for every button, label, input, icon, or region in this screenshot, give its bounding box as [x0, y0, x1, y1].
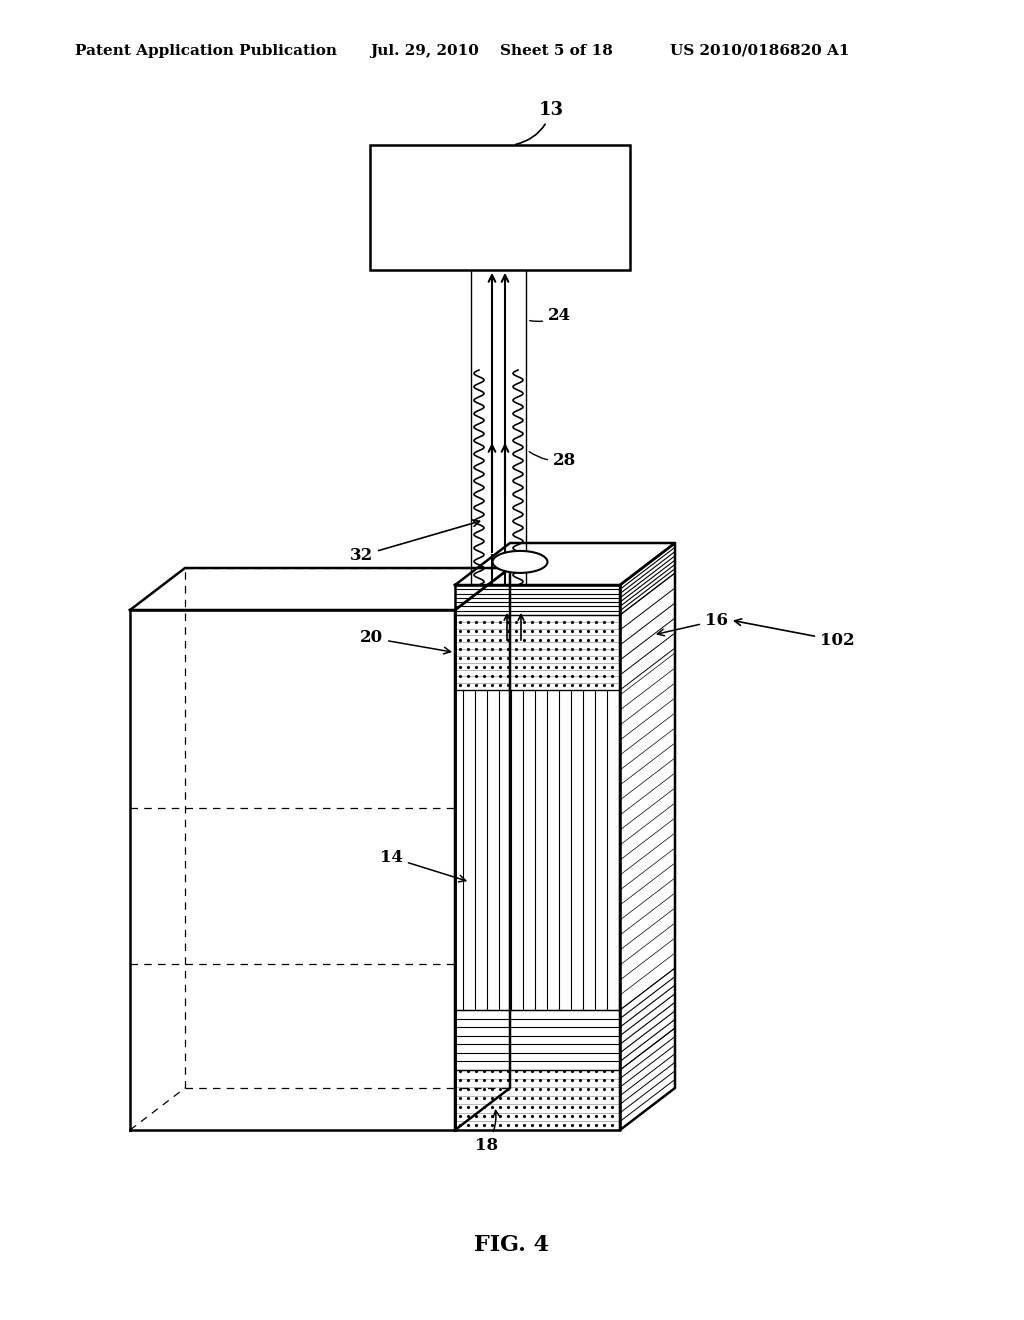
Text: FIG. 4: FIG. 4: [474, 1234, 550, 1257]
Text: 102: 102: [734, 619, 855, 649]
Text: 32: 32: [350, 520, 479, 564]
Ellipse shape: [493, 550, 548, 573]
Bar: [370, 145, 630, 271]
Text: 24: 24: [529, 308, 571, 323]
Text: US 2010/0186820 A1: US 2010/0186820 A1: [670, 44, 850, 58]
Text: 13: 13: [516, 102, 564, 144]
Text: Patent Application Publication: Patent Application Publication: [75, 44, 337, 58]
Text: Jul. 29, 2010: Jul. 29, 2010: [370, 44, 479, 58]
Text: 20: 20: [360, 630, 451, 653]
Text: 28: 28: [529, 451, 577, 469]
Text: 16: 16: [657, 612, 728, 636]
Text: Sheet 5 of 18: Sheet 5 of 18: [500, 44, 613, 58]
Text: 18: 18: [475, 1110, 500, 1154]
Text: 14: 14: [380, 849, 466, 882]
